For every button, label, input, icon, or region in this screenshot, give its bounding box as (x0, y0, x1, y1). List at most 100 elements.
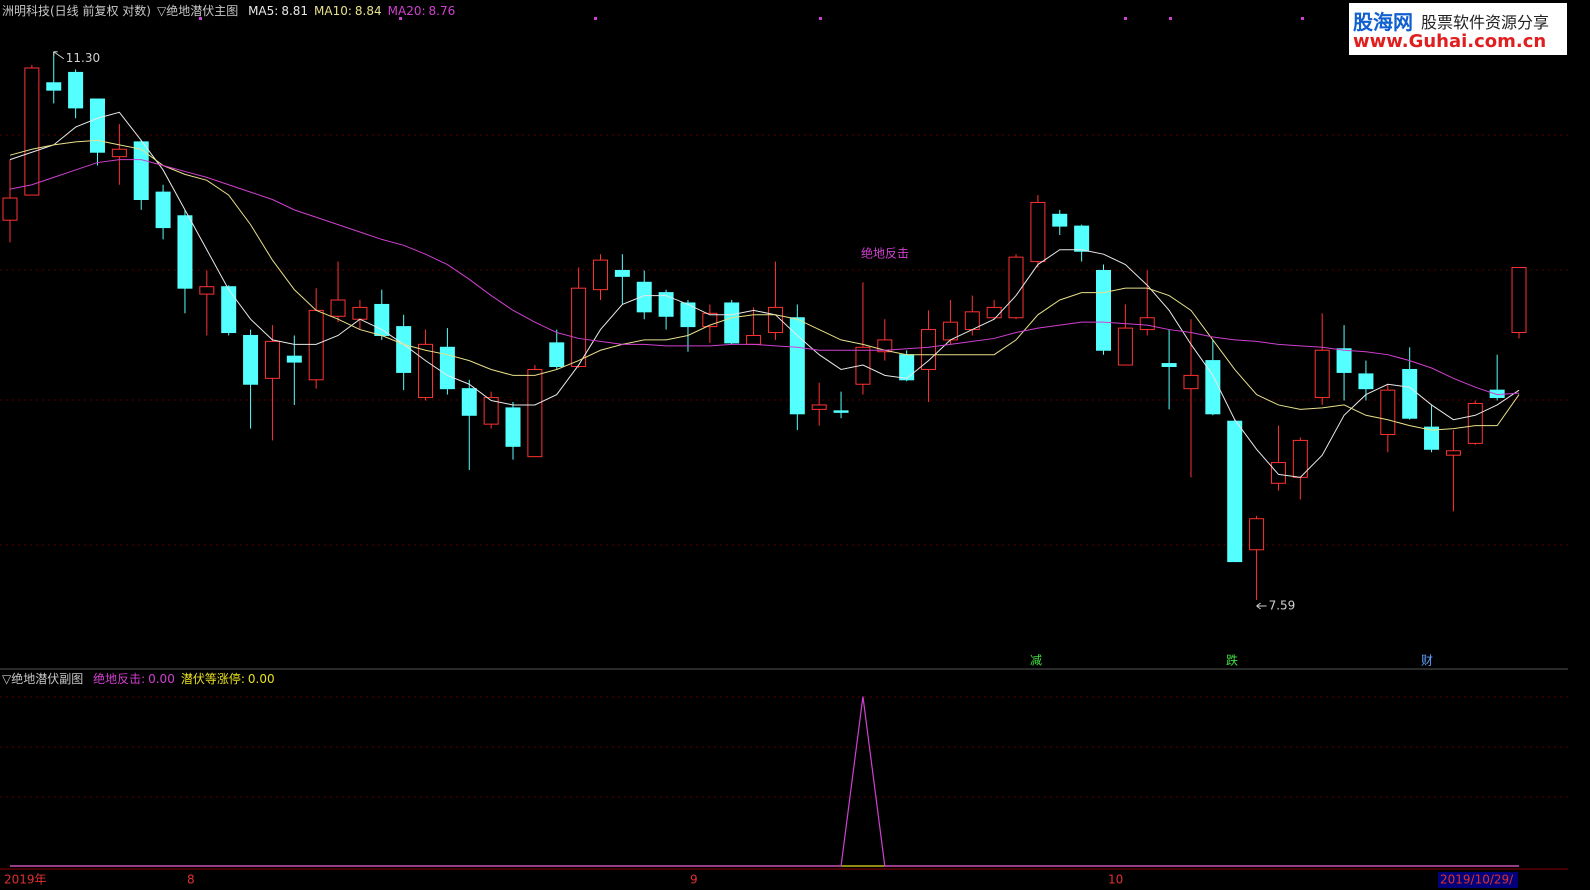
candle-body (505, 407, 521, 447)
signal-dot (199, 17, 202, 20)
candle-body (1227, 420, 1243, 563)
candle-body (921, 329, 937, 370)
candle-body (549, 342, 565, 368)
candle-body (286, 355, 302, 363)
candle-body (877, 339, 893, 353)
candle-body (1270, 462, 1286, 484)
candle-body (89, 98, 105, 153)
candle-body (811, 404, 827, 410)
legend-value: 8.84 (354, 4, 382, 18)
main-header: 洲明科技(日线 前复权 对数) ▽绝地潜伏主图 MA5: 8.81 MA10: 8.84… (2, 2, 461, 19)
candle-body (527, 368, 543, 458)
candle-body (1467, 402, 1483, 444)
legend-value: 0.00 (247, 672, 275, 686)
candle-body (1052, 213, 1068, 227)
candle-body (986, 306, 1002, 319)
signal-dot (1169, 17, 1172, 20)
candle-body (899, 354, 915, 381)
legend-value: 0.00 (148, 672, 175, 686)
candle-body (1183, 374, 1199, 390)
watermark: 股海网 股票软件资源分享 www.Guhai.com.cn (1349, 3, 1567, 55)
candle-body (111, 148, 127, 158)
indicator-line (10, 696, 1520, 867)
legend-name: 绝地反击: (93, 672, 146, 686)
indicator-name: ▽绝地潜伏主图 (157, 4, 239, 18)
annotation: 减 (1030, 654, 1042, 668)
candle-body (2, 197, 18, 221)
candle-body (1096, 269, 1111, 351)
signal-dot (594, 17, 597, 20)
legend-name: MA20: (387, 4, 426, 18)
candle-body (396, 326, 412, 373)
candle-body (1314, 349, 1330, 399)
candle-body (636, 281, 652, 313)
legend-name: MA10: (314, 4, 352, 18)
x-tick-label: 2019/10/29/ (1440, 873, 1514, 887)
candle-body (1424, 426, 1440, 450)
candle-body (724, 302, 740, 344)
x-tick-label: 2019年 (4, 873, 47, 887)
candle-body (418, 343, 434, 399)
signal-dot (1124, 17, 1127, 20)
legend-value: 8.81 (281, 4, 309, 18)
signal-dot (399, 17, 402, 20)
legend-name: 潜伏等涨停: (180, 672, 245, 686)
legend-name: MA5: (248, 4, 279, 18)
ma-line (9, 159, 1520, 396)
candle-body (571, 287, 587, 368)
indicator-name: ▽绝地潜伏副图 (2, 672, 84, 686)
candle-body (1139, 317, 1155, 331)
stock-title: 洲明科技(日线 前复权 对数) (2, 4, 151, 18)
signal-dot (819, 17, 822, 20)
candle-body (439, 346, 455, 390)
candle-body (221, 286, 237, 334)
ma-line (9, 139, 1520, 431)
x-tick-label: 8 (187, 873, 195, 887)
annotation: 跌 (1226, 653, 1238, 668)
annotation: 绝地反击 (861, 246, 909, 261)
sub-header: ▽绝地潜伏副图 绝地反击: 0.00 潜伏等涨停: 0.00 (2, 670, 281, 687)
annotation: 财 (1421, 654, 1433, 668)
candle-body (374, 303, 390, 336)
candle-body (330, 299, 346, 317)
candle-body (614, 269, 630, 277)
candle-body (746, 334, 762, 345)
candle-body (1380, 389, 1396, 435)
candle-body (1008, 256, 1024, 319)
ma-line (9, 111, 1520, 478)
annotation: 7.59 (1269, 599, 1296, 613)
candle-body (155, 191, 171, 229)
signal-dots (199, 17, 1304, 20)
candle-body (46, 82, 62, 91)
candle-body (1402, 368, 1418, 419)
candle-body (243, 334, 259, 385)
candle-body (1074, 225, 1090, 252)
candle-body (1161, 363, 1177, 368)
arrow (1256, 602, 1267, 610)
x-tick-label: 10 (1108, 873, 1123, 887)
legend-value: 8.76 (428, 4, 456, 18)
x-tick-label: 9 (690, 873, 698, 887)
candle-body (680, 302, 696, 328)
candle-body (833, 410, 849, 413)
candle-body (199, 286, 215, 295)
annotation: 11.30 (66, 51, 100, 65)
grid (0, 134, 1568, 798)
candle-body (855, 346, 871, 385)
candle-body (1511, 266, 1527, 334)
candle-body (789, 317, 805, 415)
candle-body (177, 215, 193, 289)
candle-body (352, 306, 368, 320)
candle-body (133, 141, 149, 201)
candle-body (1249, 518, 1265, 551)
candle-body (592, 259, 608, 291)
candle-body (68, 71, 84, 109)
candle-body (1358, 373, 1374, 390)
candle-body (1117, 327, 1133, 366)
candle-body (658, 292, 674, 317)
signal-dot (1301, 17, 1304, 20)
candle-body (483, 397, 499, 425)
date-highlight (1438, 872, 1518, 888)
